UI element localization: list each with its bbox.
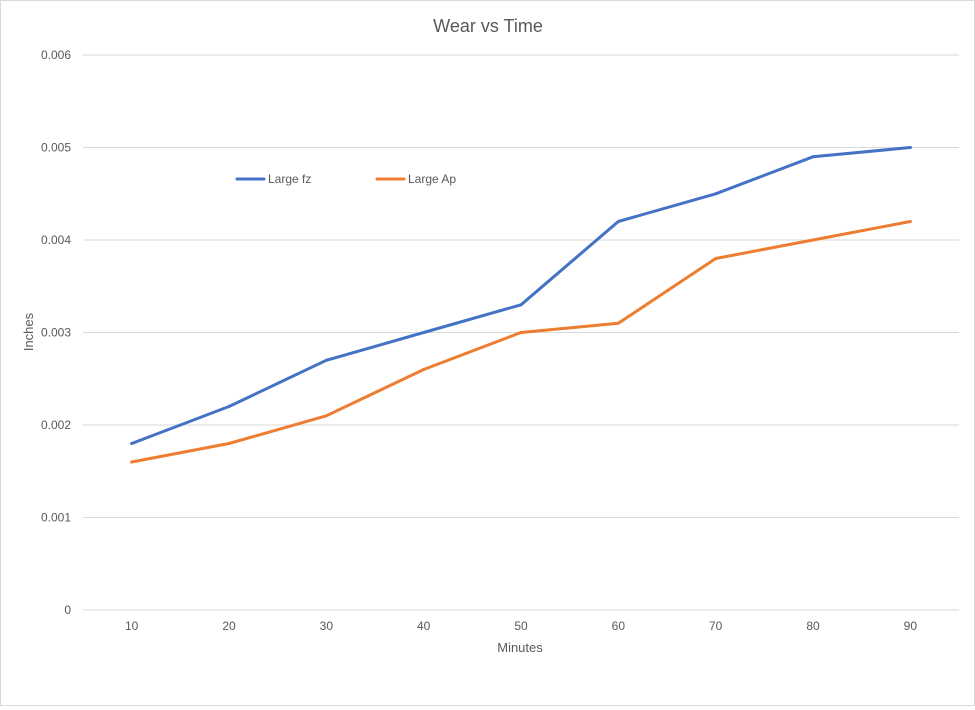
series-lines <box>130 146 912 464</box>
legend: Large fz Large Ap <box>235 172 456 186</box>
x-tick-label: 50 <box>514 619 528 633</box>
gridlines <box>83 54 959 611</box>
data-point <box>130 442 134 445</box>
y-tick-label: 0.006 <box>41 48 71 62</box>
data-point <box>714 192 718 196</box>
data-point <box>324 358 328 362</box>
x-tick-label: 80 <box>806 619 820 633</box>
data-point <box>227 442 231 445</box>
data-point <box>519 303 523 307</box>
y-axis-title: Inches <box>21 312 36 351</box>
data-point <box>714 257 718 260</box>
y-tick-label: 0.002 <box>41 418 71 432</box>
x-axis-tick-labels: 10 20 30 40 50 60 70 80 90 <box>125 619 917 633</box>
x-axis-title: Minutes <box>497 640 543 655</box>
x-tick-label: 10 <box>125 619 139 633</box>
data-point <box>616 220 620 223</box>
legend-label: Large Ap <box>408 172 456 186</box>
chart-title: Wear vs Time <box>433 16 543 36</box>
y-tick-label: 0.004 <box>41 233 71 247</box>
series-line-2 <box>130 220 912 464</box>
data-point <box>908 146 912 149</box>
data-point <box>811 238 815 242</box>
x-tick-label: 20 <box>222 619 236 633</box>
data-point <box>422 331 426 334</box>
y-tick-label: 0.003 <box>41 326 71 340</box>
x-tick-label: 30 <box>320 619 334 633</box>
data-point <box>130 460 134 464</box>
legend-label: Large fz <box>268 172 311 186</box>
data-point <box>908 220 912 223</box>
y-tick-label: 0.005 <box>41 141 71 155</box>
data-point <box>324 414 328 418</box>
x-tick-label: 40 <box>417 619 431 633</box>
data-point <box>616 321 620 325</box>
y-tick-label: 0.001 <box>41 511 71 525</box>
series-line-1 <box>130 146 912 445</box>
data-point <box>227 405 231 408</box>
y-axis-tick-labels: 0 0.001 0.002 0.003 0.004 0.005 0.006 <box>41 48 71 617</box>
y-tick-label: 0 <box>64 603 71 617</box>
x-tick-label: 90 <box>904 619 918 633</box>
x-tick-label: 60 <box>612 619 626 633</box>
data-point <box>422 368 426 371</box>
data-point <box>519 331 523 334</box>
x-tick-label: 70 <box>709 619 723 633</box>
data-point <box>811 155 815 159</box>
